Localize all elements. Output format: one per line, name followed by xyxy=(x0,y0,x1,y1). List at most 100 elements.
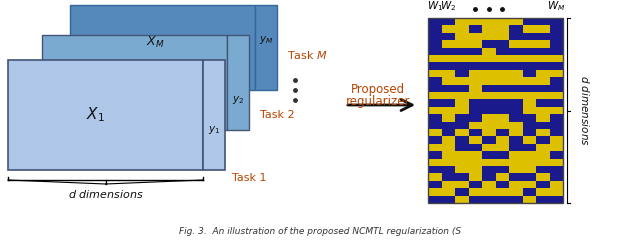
Bar xyxy=(482,99,495,107)
Bar xyxy=(550,55,563,62)
Bar xyxy=(482,166,495,174)
Bar xyxy=(550,25,563,33)
Bar xyxy=(482,107,495,114)
Bar xyxy=(455,62,468,70)
Bar xyxy=(509,114,522,121)
Bar xyxy=(442,99,455,107)
Bar xyxy=(536,48,550,55)
Bar xyxy=(468,70,482,77)
Bar xyxy=(482,25,495,33)
Bar xyxy=(536,121,550,129)
Text: Task $M$: Task $M$ xyxy=(287,49,328,61)
Bar xyxy=(522,188,536,196)
Bar xyxy=(482,55,495,62)
Bar xyxy=(482,62,495,70)
Text: $X_1$: $X_1$ xyxy=(86,106,104,124)
Bar xyxy=(468,55,482,62)
Bar xyxy=(455,48,468,55)
Bar xyxy=(509,129,522,136)
Bar xyxy=(468,174,482,181)
Bar xyxy=(495,188,509,196)
Bar xyxy=(522,114,536,121)
Bar xyxy=(482,48,495,55)
Bar xyxy=(468,107,482,114)
Bar xyxy=(428,151,442,159)
Bar xyxy=(468,99,482,107)
Bar xyxy=(495,25,509,33)
Bar xyxy=(522,92,536,99)
Bar xyxy=(455,159,468,166)
Bar xyxy=(455,77,468,85)
Bar xyxy=(522,166,536,174)
Bar xyxy=(468,33,482,40)
Bar xyxy=(495,136,509,144)
Bar xyxy=(536,144,550,151)
Bar xyxy=(482,196,495,203)
Bar xyxy=(536,166,550,174)
Bar xyxy=(468,85,482,92)
Bar xyxy=(442,25,455,33)
Bar xyxy=(495,92,509,99)
Bar xyxy=(455,136,468,144)
Bar xyxy=(442,144,455,151)
Text: Fig. 3.  An illustration of the proposed NCMTL regularization (S: Fig. 3. An illustration of the proposed … xyxy=(179,227,461,236)
Bar xyxy=(550,129,563,136)
Bar xyxy=(482,85,495,92)
Text: $W_1$: $W_1$ xyxy=(427,0,443,13)
Bar xyxy=(482,188,495,196)
Bar xyxy=(522,121,536,129)
Bar xyxy=(509,25,522,33)
Bar xyxy=(468,48,482,55)
Bar xyxy=(522,33,536,40)
Bar xyxy=(522,40,536,48)
Bar xyxy=(482,181,495,188)
Bar xyxy=(550,62,563,70)
Bar xyxy=(536,129,550,136)
Bar xyxy=(522,85,536,92)
Bar xyxy=(455,196,468,203)
Bar xyxy=(536,136,550,144)
Bar xyxy=(495,114,509,121)
Bar xyxy=(522,70,536,77)
Bar xyxy=(428,136,442,144)
Bar xyxy=(536,174,550,181)
Bar xyxy=(468,151,482,159)
Bar xyxy=(442,107,455,114)
Bar xyxy=(428,92,442,99)
Bar xyxy=(442,181,455,188)
Bar xyxy=(482,144,495,151)
Bar xyxy=(509,166,522,174)
Bar xyxy=(509,159,522,166)
Bar xyxy=(522,62,536,70)
Bar xyxy=(442,70,455,77)
Bar xyxy=(442,77,455,85)
Bar xyxy=(522,77,536,85)
Bar xyxy=(495,48,509,55)
Bar xyxy=(509,121,522,129)
Bar xyxy=(468,129,482,136)
Bar xyxy=(495,85,509,92)
Bar xyxy=(442,55,455,62)
Bar xyxy=(509,55,522,62)
Bar xyxy=(536,196,550,203)
Bar xyxy=(482,92,495,99)
Bar xyxy=(455,129,468,136)
Bar xyxy=(428,129,442,136)
Bar xyxy=(455,99,468,107)
Bar xyxy=(509,188,522,196)
Bar xyxy=(509,48,522,55)
Bar xyxy=(428,174,442,181)
Bar xyxy=(522,55,536,62)
Bar xyxy=(442,151,455,159)
Bar xyxy=(536,62,550,70)
Bar xyxy=(455,107,468,114)
Bar xyxy=(509,144,522,151)
Bar xyxy=(522,129,536,136)
Bar xyxy=(495,151,509,159)
Bar xyxy=(455,174,468,181)
Bar xyxy=(428,18,442,25)
Bar xyxy=(482,40,495,48)
Bar xyxy=(442,121,455,129)
Bar xyxy=(522,107,536,114)
Bar xyxy=(550,181,563,188)
